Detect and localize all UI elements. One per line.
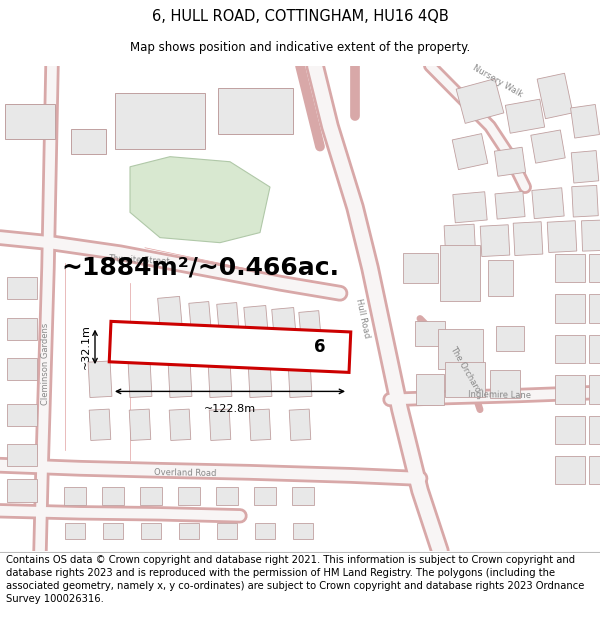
Polygon shape (255, 523, 275, 539)
Polygon shape (248, 361, 272, 398)
Polygon shape (403, 253, 437, 283)
Polygon shape (571, 151, 599, 183)
Polygon shape (555, 294, 585, 322)
Polygon shape (292, 486, 314, 505)
Polygon shape (555, 335, 585, 363)
Text: Cleminson Gardens: Cleminson Gardens (41, 323, 50, 405)
Text: 6, HULL ROAD, COTTINGHAM, HU16 4QB: 6, HULL ROAD, COTTINGHAM, HU16 4QB (152, 9, 448, 24)
Polygon shape (7, 318, 37, 340)
Polygon shape (7, 277, 37, 299)
Polygon shape (88, 361, 112, 398)
Polygon shape (589, 294, 600, 322)
Polygon shape (218, 88, 293, 134)
Polygon shape (440, 245, 480, 301)
Polygon shape (216, 486, 238, 505)
Text: 6: 6 (314, 338, 326, 356)
Polygon shape (495, 191, 525, 219)
Polygon shape (537, 73, 573, 119)
Polygon shape (71, 129, 106, 154)
Polygon shape (288, 361, 312, 398)
Polygon shape (244, 306, 268, 336)
Polygon shape (178, 486, 200, 505)
Polygon shape (444, 224, 476, 261)
Polygon shape (494, 148, 526, 176)
Text: ~32.1m: ~32.1m (81, 324, 91, 369)
Polygon shape (289, 409, 311, 441)
Polygon shape (555, 456, 585, 484)
Polygon shape (102, 486, 124, 505)
Polygon shape (217, 523, 237, 539)
Polygon shape (209, 409, 231, 441)
Text: Thwaite Street: Thwaite Street (108, 254, 170, 266)
Polygon shape (547, 221, 577, 253)
Polygon shape (109, 321, 351, 372)
Polygon shape (128, 361, 152, 398)
Polygon shape (505, 99, 545, 133)
Polygon shape (249, 409, 271, 441)
Text: Nursery Walk: Nursery Walk (472, 63, 524, 99)
Polygon shape (140, 486, 162, 505)
Polygon shape (571, 104, 599, 138)
Polygon shape (513, 222, 543, 256)
Polygon shape (7, 444, 37, 466)
Polygon shape (7, 404, 37, 426)
Polygon shape (531, 130, 565, 163)
Polygon shape (572, 186, 598, 217)
Polygon shape (293, 523, 313, 539)
Polygon shape (445, 361, 485, 397)
Polygon shape (65, 523, 85, 539)
Polygon shape (130, 157, 270, 242)
Polygon shape (5, 104, 55, 139)
Polygon shape (456, 79, 504, 123)
Text: Hull Road: Hull Road (355, 298, 371, 339)
Polygon shape (555, 254, 585, 282)
Polygon shape (64, 486, 86, 505)
Polygon shape (129, 409, 151, 441)
Text: Contains OS data © Crown copyright and database right 2021. This information is : Contains OS data © Crown copyright and d… (6, 554, 584, 604)
Polygon shape (555, 416, 585, 444)
Text: Overland Road: Overland Road (154, 468, 216, 478)
Polygon shape (589, 416, 600, 444)
Polygon shape (589, 254, 600, 282)
Polygon shape (272, 308, 296, 340)
Text: The Orchard: The Orchard (448, 344, 482, 394)
Polygon shape (158, 296, 182, 331)
Text: Map shows position and indicative extent of the property.: Map shows position and indicative extent… (130, 41, 470, 54)
Polygon shape (189, 301, 211, 331)
Polygon shape (589, 335, 600, 363)
Polygon shape (415, 321, 445, 346)
Polygon shape (208, 361, 232, 398)
Polygon shape (532, 188, 564, 219)
Polygon shape (487, 261, 512, 296)
Polygon shape (452, 134, 488, 169)
Polygon shape (179, 523, 199, 539)
Polygon shape (141, 523, 161, 539)
Polygon shape (416, 374, 444, 404)
Polygon shape (7, 358, 37, 380)
Polygon shape (496, 326, 524, 351)
Polygon shape (437, 329, 482, 369)
Text: ~122.8m: ~122.8m (204, 404, 256, 414)
Polygon shape (555, 375, 585, 404)
Polygon shape (453, 192, 487, 222)
Polygon shape (589, 456, 600, 484)
Polygon shape (589, 375, 600, 404)
Polygon shape (254, 486, 276, 505)
Polygon shape (115, 94, 205, 149)
Polygon shape (581, 220, 600, 251)
Polygon shape (103, 523, 123, 539)
Polygon shape (480, 225, 510, 256)
Polygon shape (299, 311, 321, 341)
Polygon shape (168, 361, 192, 398)
Polygon shape (217, 302, 239, 334)
Polygon shape (7, 479, 37, 502)
Text: Inglemire Lane: Inglemire Lane (469, 391, 532, 401)
Polygon shape (169, 409, 191, 441)
Polygon shape (490, 370, 520, 399)
Polygon shape (89, 409, 111, 441)
Text: ~1884m²/~0.466ac.: ~1884m²/~0.466ac. (61, 256, 339, 280)
